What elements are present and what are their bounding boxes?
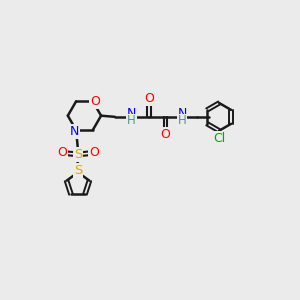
Text: O: O — [89, 146, 99, 159]
Text: S: S — [74, 164, 82, 177]
Text: N: N — [178, 107, 187, 120]
Text: O: O — [144, 92, 154, 105]
Text: S: S — [74, 148, 82, 161]
Text: H: H — [178, 114, 187, 127]
Text: N: N — [127, 107, 136, 120]
Text: O: O — [90, 95, 100, 108]
Text: Cl: Cl — [213, 132, 225, 145]
Text: O: O — [160, 128, 170, 141]
Text: H: H — [127, 114, 136, 127]
Text: O: O — [57, 146, 67, 159]
Text: N: N — [70, 125, 79, 138]
